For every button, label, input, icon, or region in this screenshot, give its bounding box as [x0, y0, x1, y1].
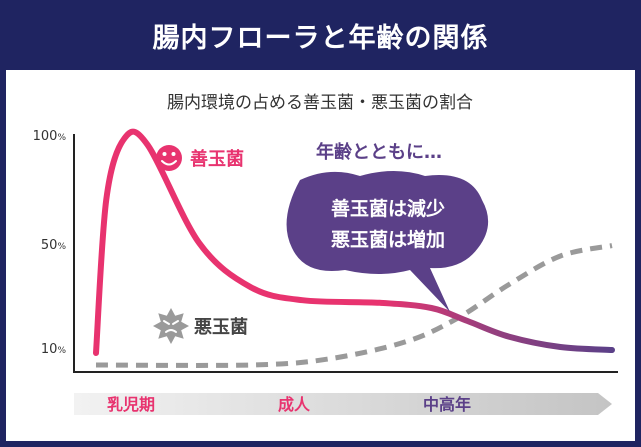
bubble-text-line1: 善玉菌は減少: [331, 197, 445, 220]
annotation-lead: 年齢とともに…: [316, 141, 442, 163]
stage-label-infant: 乳児期: [107, 395, 155, 414]
stage-label-adult: 成人: [278, 395, 311, 414]
smile-face-icon: [156, 145, 182, 171]
bubble-text-line2: 悪玉菌は増加: [331, 228, 445, 251]
y-tick-label-100: 100%: [33, 129, 67, 144]
chart-subtitle: 腸内環境の占める善玉菌・悪玉菌の割合: [167, 93, 473, 113]
series-label-good: 善玉菌: [190, 148, 244, 170]
y-tick-labels: 100%50%10%: [33, 129, 67, 357]
y-tick-unit: %: [57, 242, 66, 252]
spiky-face-icon: [153, 308, 189, 344]
y-tick-value: 100: [33, 129, 58, 144]
series-line-good: [93, 128, 615, 356]
y-tick-value: 10: [41, 342, 58, 357]
y-tick-label-50: 50%: [41, 238, 67, 253]
speech-bubble: [286, 171, 489, 312]
y-tick-value: 50: [41, 238, 58, 253]
series-line-bad: [95, 243, 613, 368]
y-tick-unit: %: [57, 133, 66, 143]
y-tick-unit: %: [57, 346, 66, 356]
stage-label-senior: 中高年: [423, 395, 471, 414]
life-stage-arrow: [74, 393, 612, 415]
page-title: 腸内フローラと年齢の関係: [152, 22, 489, 54]
series-label-bad: 悪玉菌: [194, 317, 248, 338]
y-tick-label-10: 10%: [41, 342, 67, 357]
